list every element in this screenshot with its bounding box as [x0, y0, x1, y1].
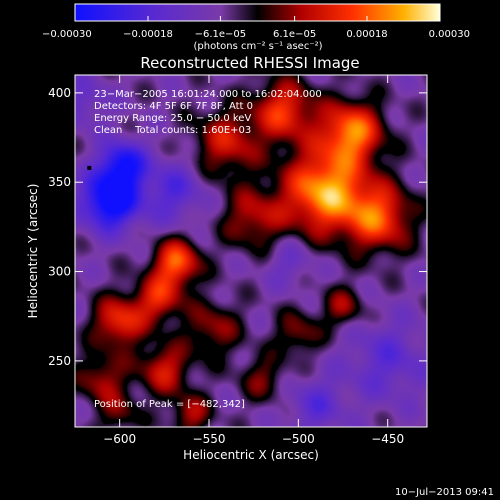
y-tick-label: 350 [48, 175, 71, 189]
plot-area: −600 −550 −500 −450 250 300 350 400 23−Mar−200… [48, 74, 428, 446]
colorbar-tick-label: 0.00018 [346, 29, 387, 40]
colorbar-tick-label: 0.00030 [429, 29, 470, 40]
y-tick-label: 250 [48, 354, 71, 368]
colorbar-tick-label: −6.1e−05 [195, 29, 247, 40]
annotation-clean-counts: Clean Total counts: 1.60E+03 [94, 125, 251, 136]
y-tick-label: 400 [48, 86, 71, 100]
y-tick-label: 300 [48, 265, 71, 279]
y-axis-label: Heliocentric Y (arcsec) [26, 184, 40, 319]
chart-title: Reconstructed RHESSI Image [140, 54, 359, 72]
annotation-energy-range: Energy Range: 25.0 − 50.0 keV [94, 113, 251, 124]
colorbar: −0.00030 −0.00018 −6.1e−05 6.1e−05 0.00018 0.… [42, 3, 470, 52]
x-axis-label: Heliocentric X (arcsec) [183, 448, 319, 462]
colorbar-tick-label: −0.00018 [123, 29, 173, 40]
colorbar-units-label: (photons cm⁻² s⁻¹ asec⁻²) [193, 41, 322, 52]
annotation-detectors: Detectors: 4F 5F 6F 7F 8F, Att 0 [94, 101, 253, 112]
colorbar-gradient [74, 3, 441, 22]
plot-frame [74, 74, 428, 428]
colorbar-ticks [74, 16, 441, 21]
timestamp: 10−Jul−2013 09:41 [395, 487, 494, 498]
x-tick-label: −550 [193, 432, 226, 446]
annotation-time-range: 23−Mar−2005 16:01:24.000 to 16:02:04.000 [94, 89, 322, 100]
observation-annotations: 23−Mar−2005 16:01:24.000 to 16:02:04.000… [94, 89, 322, 136]
marker-square [87, 165, 92, 170]
x-tick-label: −450 [371, 432, 404, 446]
colorbar-tick-label: 6.1e−05 [273, 29, 316, 40]
y-tick-labels: 250 300 350 400 [48, 86, 71, 368]
colorbar-tick-labels: −0.00030 −0.00018 −6.1e−05 6.1e−05 0.00018 0.… [42, 29, 470, 40]
x-tick-labels: −600 −550 −500 −450 [103, 432, 404, 446]
x-tick-label: −600 [103, 432, 136, 446]
x-tick-label: −500 [282, 432, 315, 446]
axis-ticks [75, 75, 427, 427]
peak-position-label: Position of Peak = [−482,342] [94, 399, 245, 410]
heatmap-image [75, 75, 427, 427]
colorbar-tick-label: −0.00030 [42, 29, 92, 40]
